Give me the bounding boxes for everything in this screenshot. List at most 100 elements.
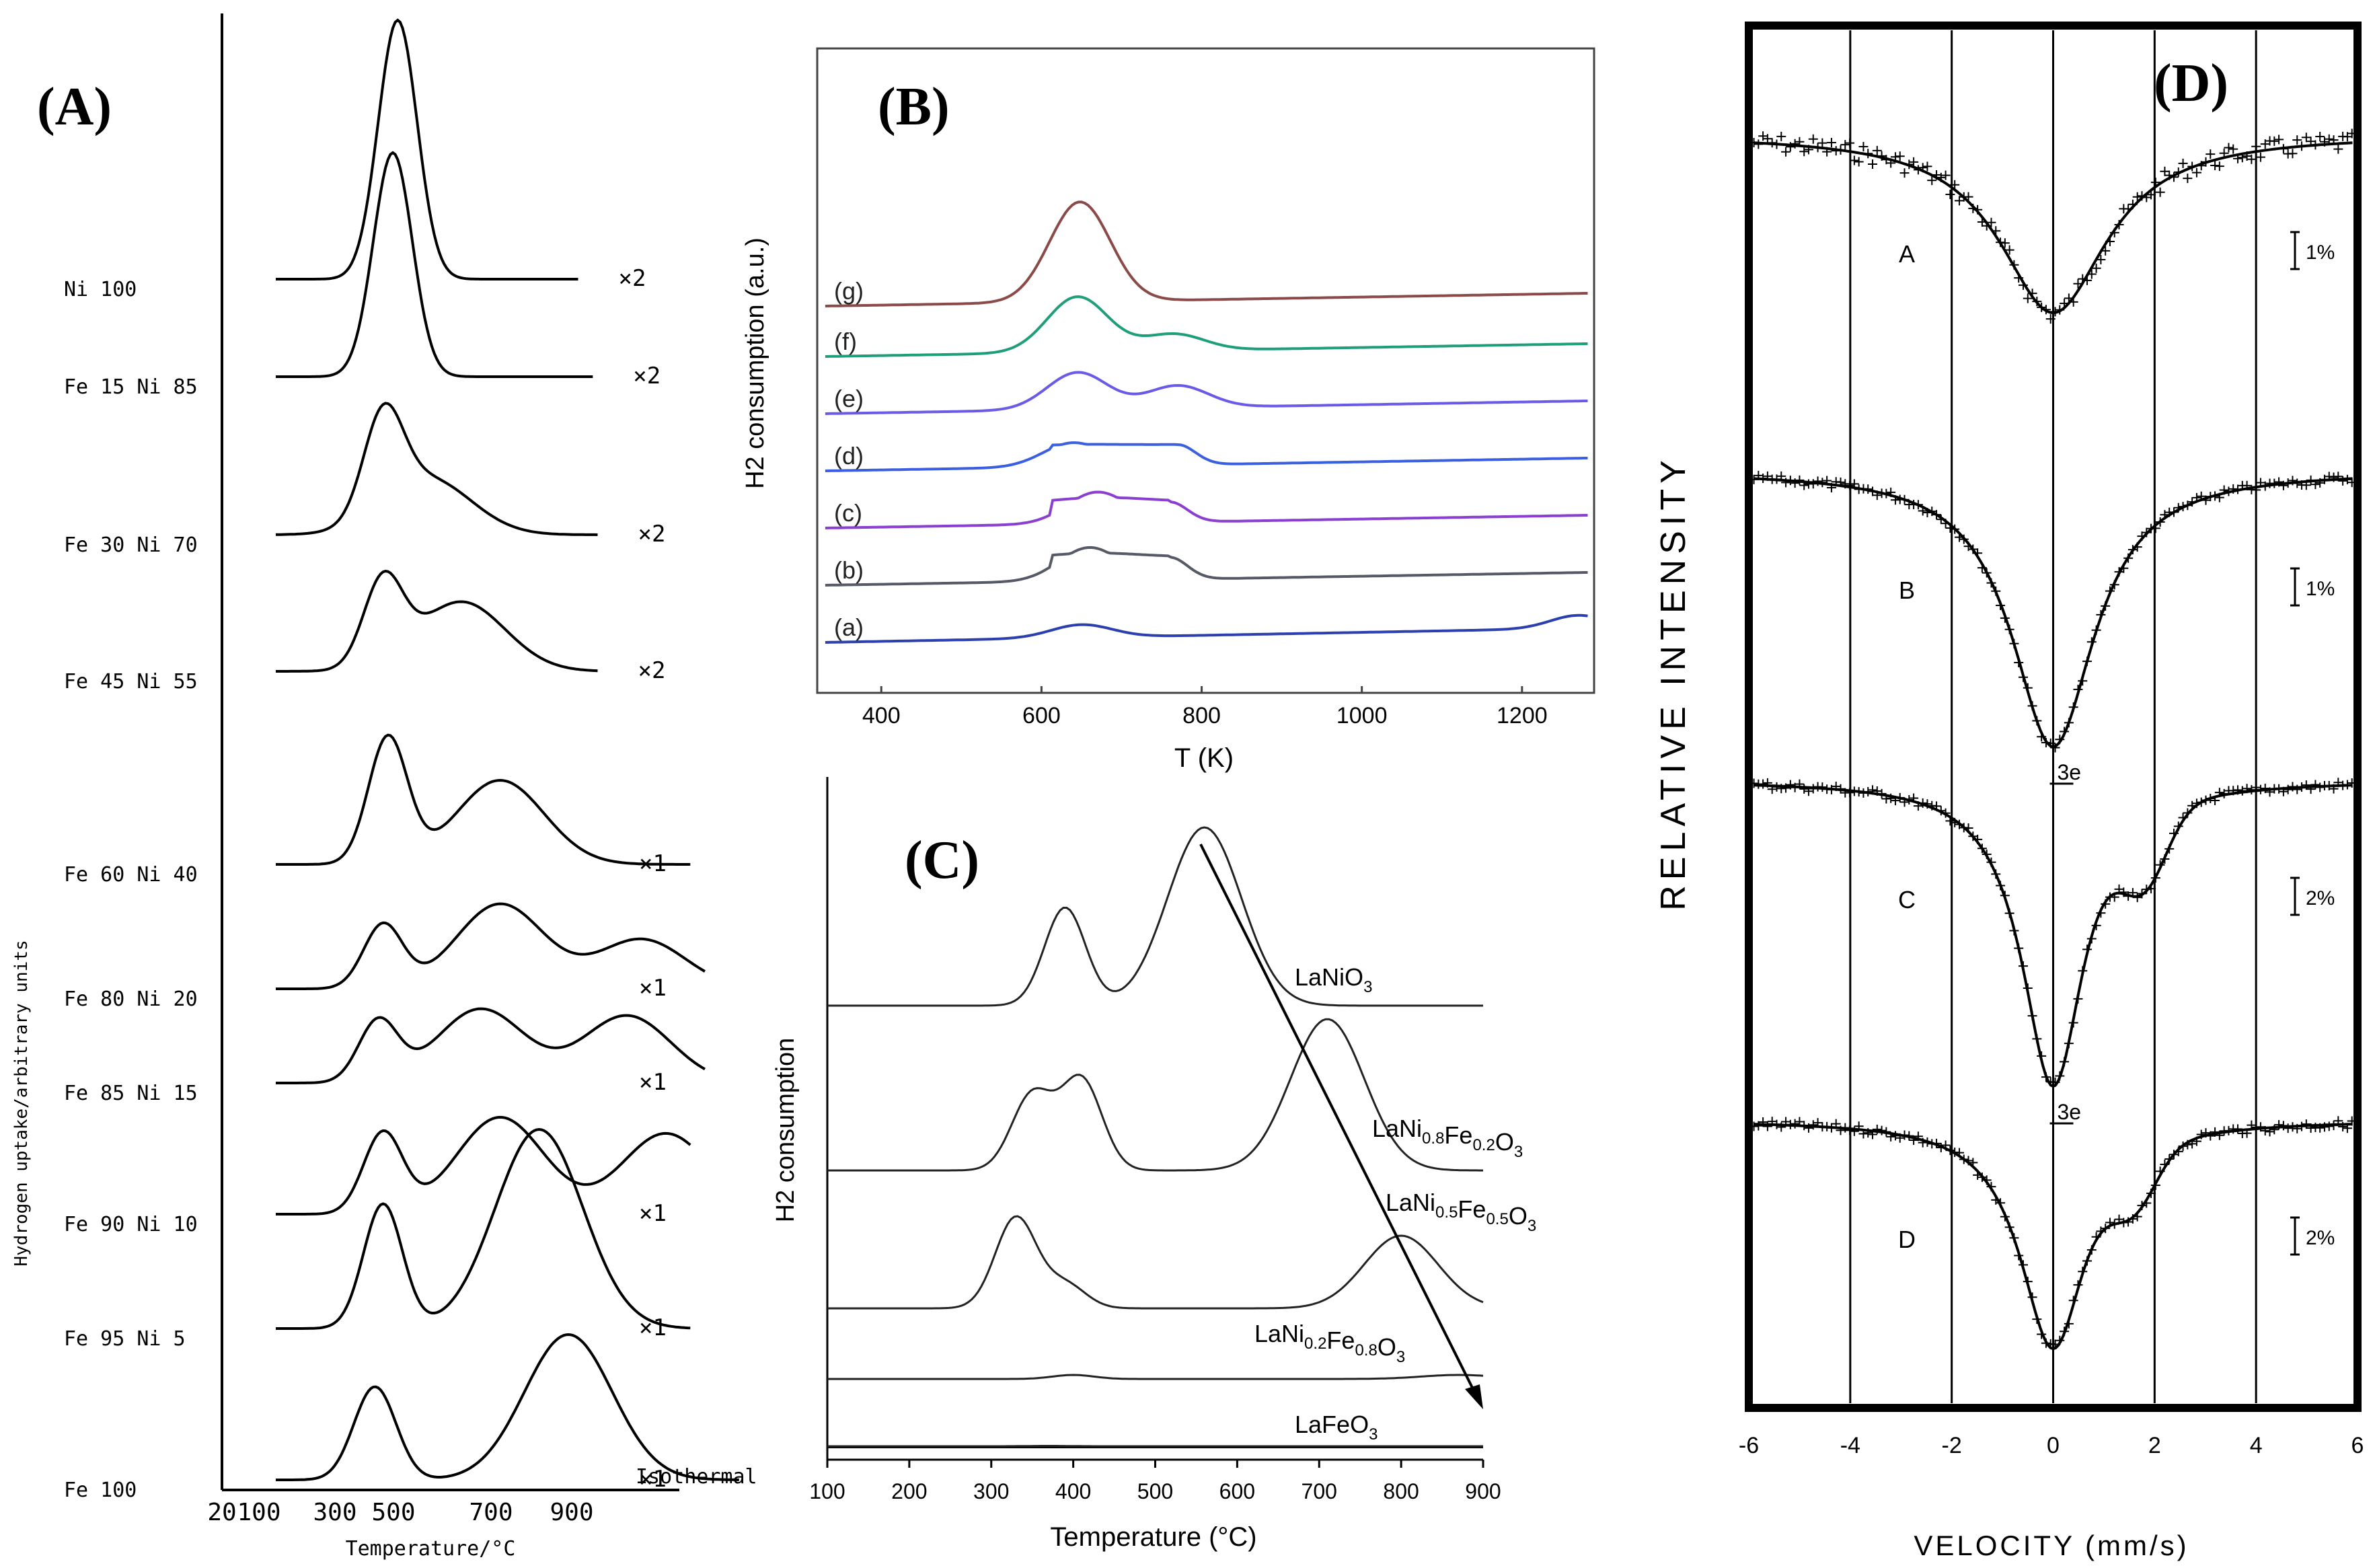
panel-d-data-point <box>2019 1260 2028 1270</box>
panel-b-x-label: T (K) <box>1174 743 1234 773</box>
panel-a-curve <box>276 151 593 378</box>
panel-d-data-point <box>1982 568 1992 578</box>
panel-a-curve <box>275 402 598 536</box>
panel-d-data-point <box>1940 519 1951 529</box>
panel-d-data-point <box>1918 798 1928 808</box>
panel-d-data-point <box>1968 1158 1978 1168</box>
panel-d-data-point <box>2050 1339 2060 1349</box>
panel-a-label: (A) <box>37 77 112 137</box>
panel-d-data-point <box>2160 166 2170 176</box>
panel-d-data-point <box>2119 563 2129 573</box>
panel-d-data-point <box>1881 488 1891 498</box>
panel-b-frame <box>816 47 1595 694</box>
panel-d-data-point <box>2014 1250 2024 1261</box>
panel-d-data-point <box>2041 1338 2051 1348</box>
panel-c-label: (C) <box>905 831 979 890</box>
panel-c-x-label: Temperature (°C) <box>1050 1522 1256 1552</box>
panel-d-data-point <box>1899 168 1910 178</box>
panel-d-data-point <box>2251 782 2261 792</box>
panel-d-data-point <box>1826 137 1836 147</box>
panel-d-scale-bar <box>2290 876 2300 916</box>
panel-d-data-point <box>1977 563 1987 573</box>
panel-d-data-point <box>2155 860 2165 870</box>
panel-d-data-point <box>2292 478 2302 488</box>
panel-d-data-point <box>2347 478 2357 488</box>
panel-d-data-point <box>2183 808 2193 818</box>
panel-d-curve-label: B <box>1899 576 1915 604</box>
panel-d-data-point <box>2219 148 2229 158</box>
panel-d-data-point <box>2142 527 2152 537</box>
panel-d-data-point <box>1982 850 1992 860</box>
panel-d-data-point <box>2009 260 2019 270</box>
panel-d-data-point <box>1996 1198 2006 1208</box>
panel-d-data-point <box>2196 491 2206 501</box>
panel-d-data-point <box>1986 1182 1996 1192</box>
panel-d-data-point <box>2105 237 2115 247</box>
panel-d-data-point <box>2201 157 2211 167</box>
panel-a-curve-label: Fe 45 Ni 55 <box>64 670 198 694</box>
panel-d-data-point <box>1858 788 1869 798</box>
panel-a-scale-label: ×1 <box>639 975 667 1002</box>
panel-d-data-point <box>1831 146 1841 156</box>
panel-d-data-point <box>2023 1277 2033 1287</box>
panel-d-data-point <box>2288 1122 2298 1132</box>
panel-d-data-point <box>1973 1170 1983 1180</box>
panel-d-scale-bar <box>2290 1216 2300 1256</box>
panel-d-data-point <box>2050 307 2060 317</box>
panel-d-data-point <box>1932 1138 1942 1148</box>
panel-a-curve-label: Fe 30 Ni 70 <box>64 533 198 557</box>
panel-d-data-point <box>1836 477 1846 487</box>
panel-d-data-point <box>1963 192 1973 202</box>
panel-d-data-point <box>2004 624 2014 634</box>
panel-d-scale-label: 2% <box>2306 1227 2335 1249</box>
panel-d-data-point <box>2283 1123 2293 1133</box>
panel-d-data-point <box>2155 517 2165 527</box>
panel-d-data-point <box>2333 472 2343 482</box>
panel-d-data-point <box>2214 1130 2224 1140</box>
panel-d-data-point <box>2178 1141 2188 1151</box>
panel-d-data-point <box>1904 159 1914 170</box>
panel-d-data-point <box>1822 147 1832 157</box>
panel-d-data-point <box>2055 1335 2065 1345</box>
panel-d-data-point <box>2073 278 2083 289</box>
panel-d-data-point <box>2329 1121 2339 1131</box>
panel-d-data-point <box>1845 138 1855 148</box>
panel-d-data-point <box>2333 1116 2343 1126</box>
panel-d-data-point <box>2064 1318 2074 1329</box>
panel-d-data-point <box>2292 1123 2302 1133</box>
panel-d-data-point <box>1808 479 1818 489</box>
panel-d-data-point <box>2224 1125 2234 1135</box>
panel-d-data-point <box>1826 482 1836 492</box>
panel-d-data-point <box>2073 1280 2083 1290</box>
panel-d-data-point <box>1872 1124 1882 1134</box>
panel-d-data-point <box>1886 793 1896 803</box>
panel-d-data-point <box>2310 140 2321 150</box>
panel-d-data-point <box>1822 476 1832 486</box>
panel-d-data-point <box>2196 797 2206 807</box>
panel-b-curve-label: (c) <box>834 499 862 527</box>
panel-d-data-point <box>1863 787 1873 797</box>
panel-d-data-point <box>2347 1116 2357 1126</box>
panel-d-data-point <box>2009 926 2019 936</box>
panel-d-data-point <box>2283 478 2293 488</box>
panel-d-data-point <box>2101 601 2111 611</box>
panel-d-data-point <box>2173 821 2183 831</box>
panel-d-data-point <box>1991 226 2001 236</box>
panel-d-data-point <box>2137 191 2147 201</box>
panel-d-data-point <box>2224 143 2234 153</box>
panel-d-label: (D) <box>2154 54 2228 113</box>
panel-d-data-point <box>1991 869 2001 879</box>
panel-a-curve-label: Ni 100 <box>64 278 137 301</box>
panel-d-data-point <box>1762 134 1772 144</box>
panel-d-data-point <box>1772 139 1782 149</box>
panel-a-tick-label: 20 <box>207 1499 236 1526</box>
panel-d-data-point <box>2306 784 2316 794</box>
panel-d-data-point <box>1909 1135 1919 1146</box>
panel-d-data-point <box>2269 136 2279 146</box>
panel-d-data-point <box>2255 784 2265 794</box>
panel-d-data-point <box>2274 1120 2284 1130</box>
panel-a-curve-label: Fe 80 Ni 20 <box>64 987 198 1011</box>
panel-d-data-point <box>2201 795 2211 805</box>
panel-b-curve-label: (g) <box>834 277 864 305</box>
panel-d-data-point <box>1936 515 1946 525</box>
